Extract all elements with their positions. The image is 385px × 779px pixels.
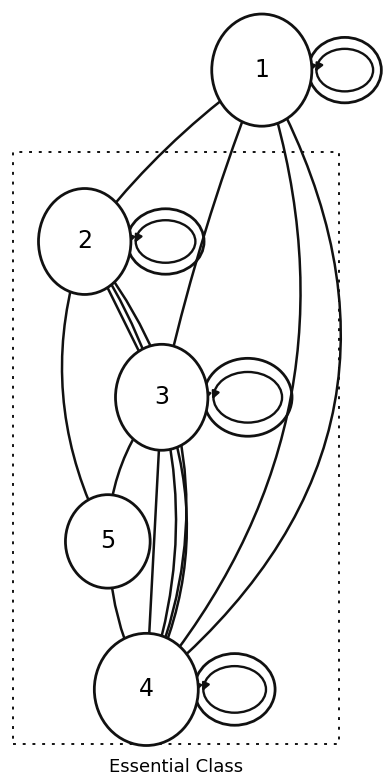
Ellipse shape (116, 344, 208, 450)
Ellipse shape (94, 633, 198, 746)
Text: 5: 5 (100, 530, 116, 553)
Text: 1: 1 (254, 58, 269, 82)
Text: 4: 4 (139, 678, 154, 701)
Bar (13, 152, 339, 744)
Text: Essential Class: Essential Class (109, 758, 243, 776)
Ellipse shape (65, 495, 150, 588)
Ellipse shape (212, 14, 312, 126)
Ellipse shape (38, 189, 131, 294)
Text: 3: 3 (154, 386, 169, 409)
Text: 2: 2 (77, 230, 92, 253)
